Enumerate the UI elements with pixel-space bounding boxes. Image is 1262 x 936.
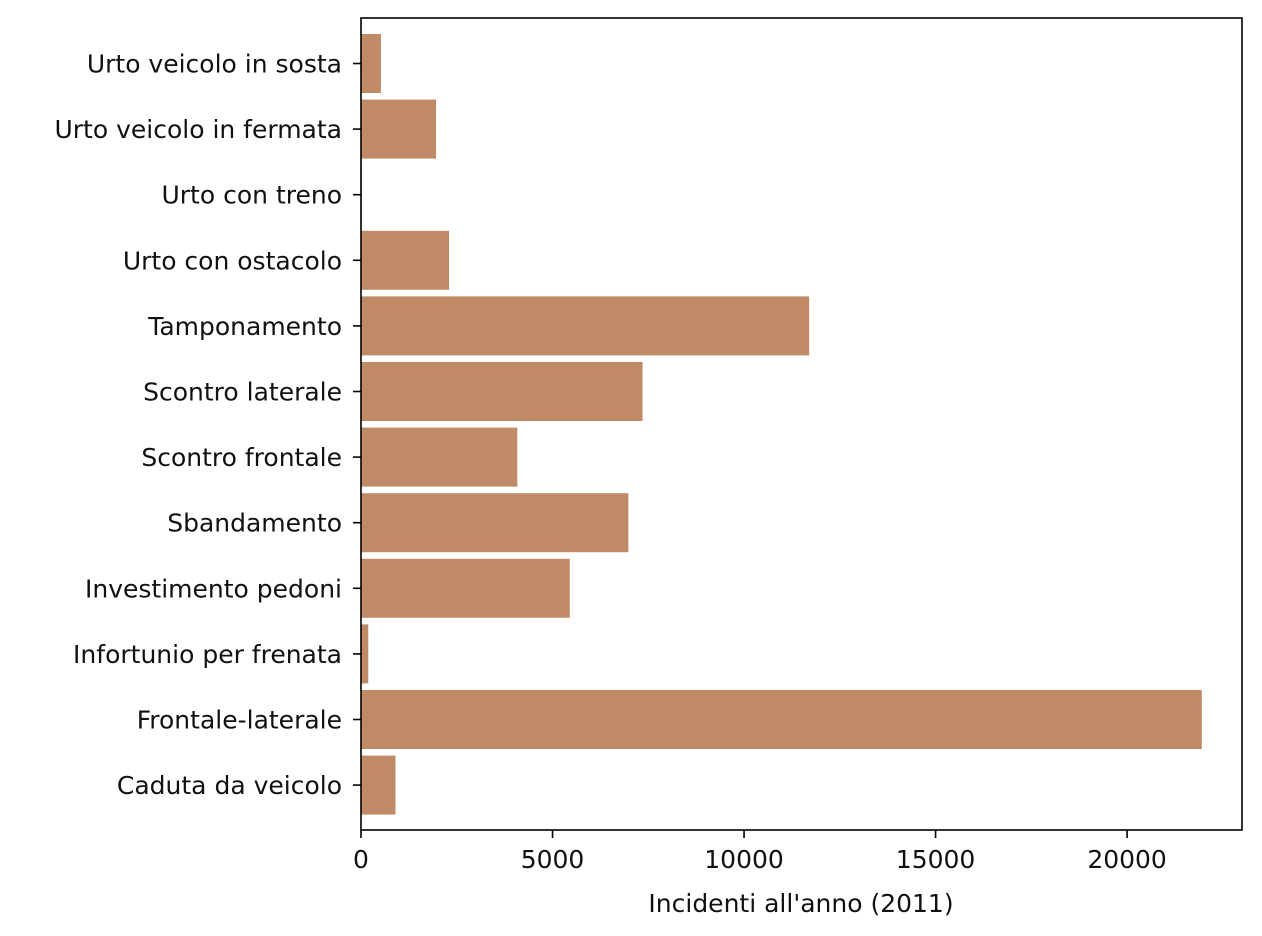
bar-scontro-frontale (361, 427, 518, 487)
y-tick-label: Tamponamento (147, 312, 342, 341)
bar-urto-con-ostacolo (361, 230, 450, 290)
bars-group (361, 34, 1202, 815)
x-tick-label: 0 (353, 845, 369, 874)
x-tick-label: 10000 (704, 845, 784, 874)
y-tick-label: Frontale-laterale (137, 706, 342, 735)
x-axis-title: Incidenti all'anno (2011) (648, 889, 953, 918)
y-tick-label: Caduta da veicolo (117, 771, 342, 800)
bar-frontale-laterale (361, 690, 1202, 749)
bar-urto-veicolo-in-fermata (361, 99, 437, 159)
y-tick-label: Urto veicolo in sosta (87, 50, 342, 79)
x-axis: 0 5000 10000 15000 20000 (353, 830, 1167, 874)
bar-investimento-pedoni (361, 558, 570, 618)
y-axis: Urto veicolo in sosta Urto veicolo in fer… (54, 50, 361, 800)
y-tick-label: Investimento pedoni (85, 574, 342, 603)
bar-urto-veicolo-in-sosta (361, 34, 381, 93)
y-tick-label: Urto con treno (161, 181, 342, 210)
y-tick-label: Sbandamento (167, 509, 342, 538)
y-tick-label: Urto con ostacolo (123, 246, 342, 275)
x-tick-label: 20000 (1087, 845, 1167, 874)
plot-frame (360, 17, 1243, 831)
x-tick-label: 15000 (896, 845, 976, 874)
y-tick-label: Infortunio per frenata (73, 640, 342, 669)
bar-sbandamento (361, 493, 629, 553)
bar-caduta-da-veicolo (361, 755, 396, 815)
x-tick-label: 5000 (521, 845, 585, 874)
y-tick-label: Scontro frontale (141, 443, 342, 472)
bar-infortunio-per-frenata (361, 624, 369, 684)
y-tick-label: Urto veicolo in fermata (54, 115, 342, 144)
bar-tamponamento (361, 296, 810, 356)
bar-scontro-laterale (361, 362, 643, 421)
y-tick-label: Scontro laterale (143, 378, 342, 407)
